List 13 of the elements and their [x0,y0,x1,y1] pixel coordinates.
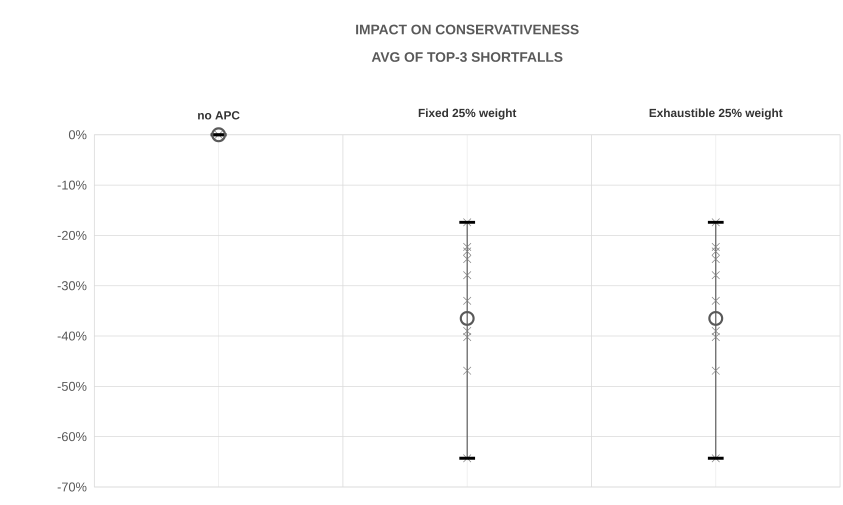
y-tick-label: -10% [58,180,86,190]
y-tick-label: -40% [58,332,86,341]
chart-subtitle: AVG OF TOP-3 SHORTFALLS [372,52,562,62]
y-tick-label: 0% [68,130,86,140]
x-tick-label: Exhaustible 25% weight [650,108,783,120]
y-tick-label: -70% [58,482,86,492]
chart-title: IMPACT ON CONSERVATIVENESS [356,24,579,35]
y-tick-label: -20% [58,231,86,240]
x-tick-label: no APC [198,111,240,120]
x-tick-label: Fixed 25% weight [418,108,516,120]
y-tick-label: -60% [58,432,86,442]
y-tick-label: -50% [58,382,86,392]
y-tick-label: -30% [58,281,86,290]
